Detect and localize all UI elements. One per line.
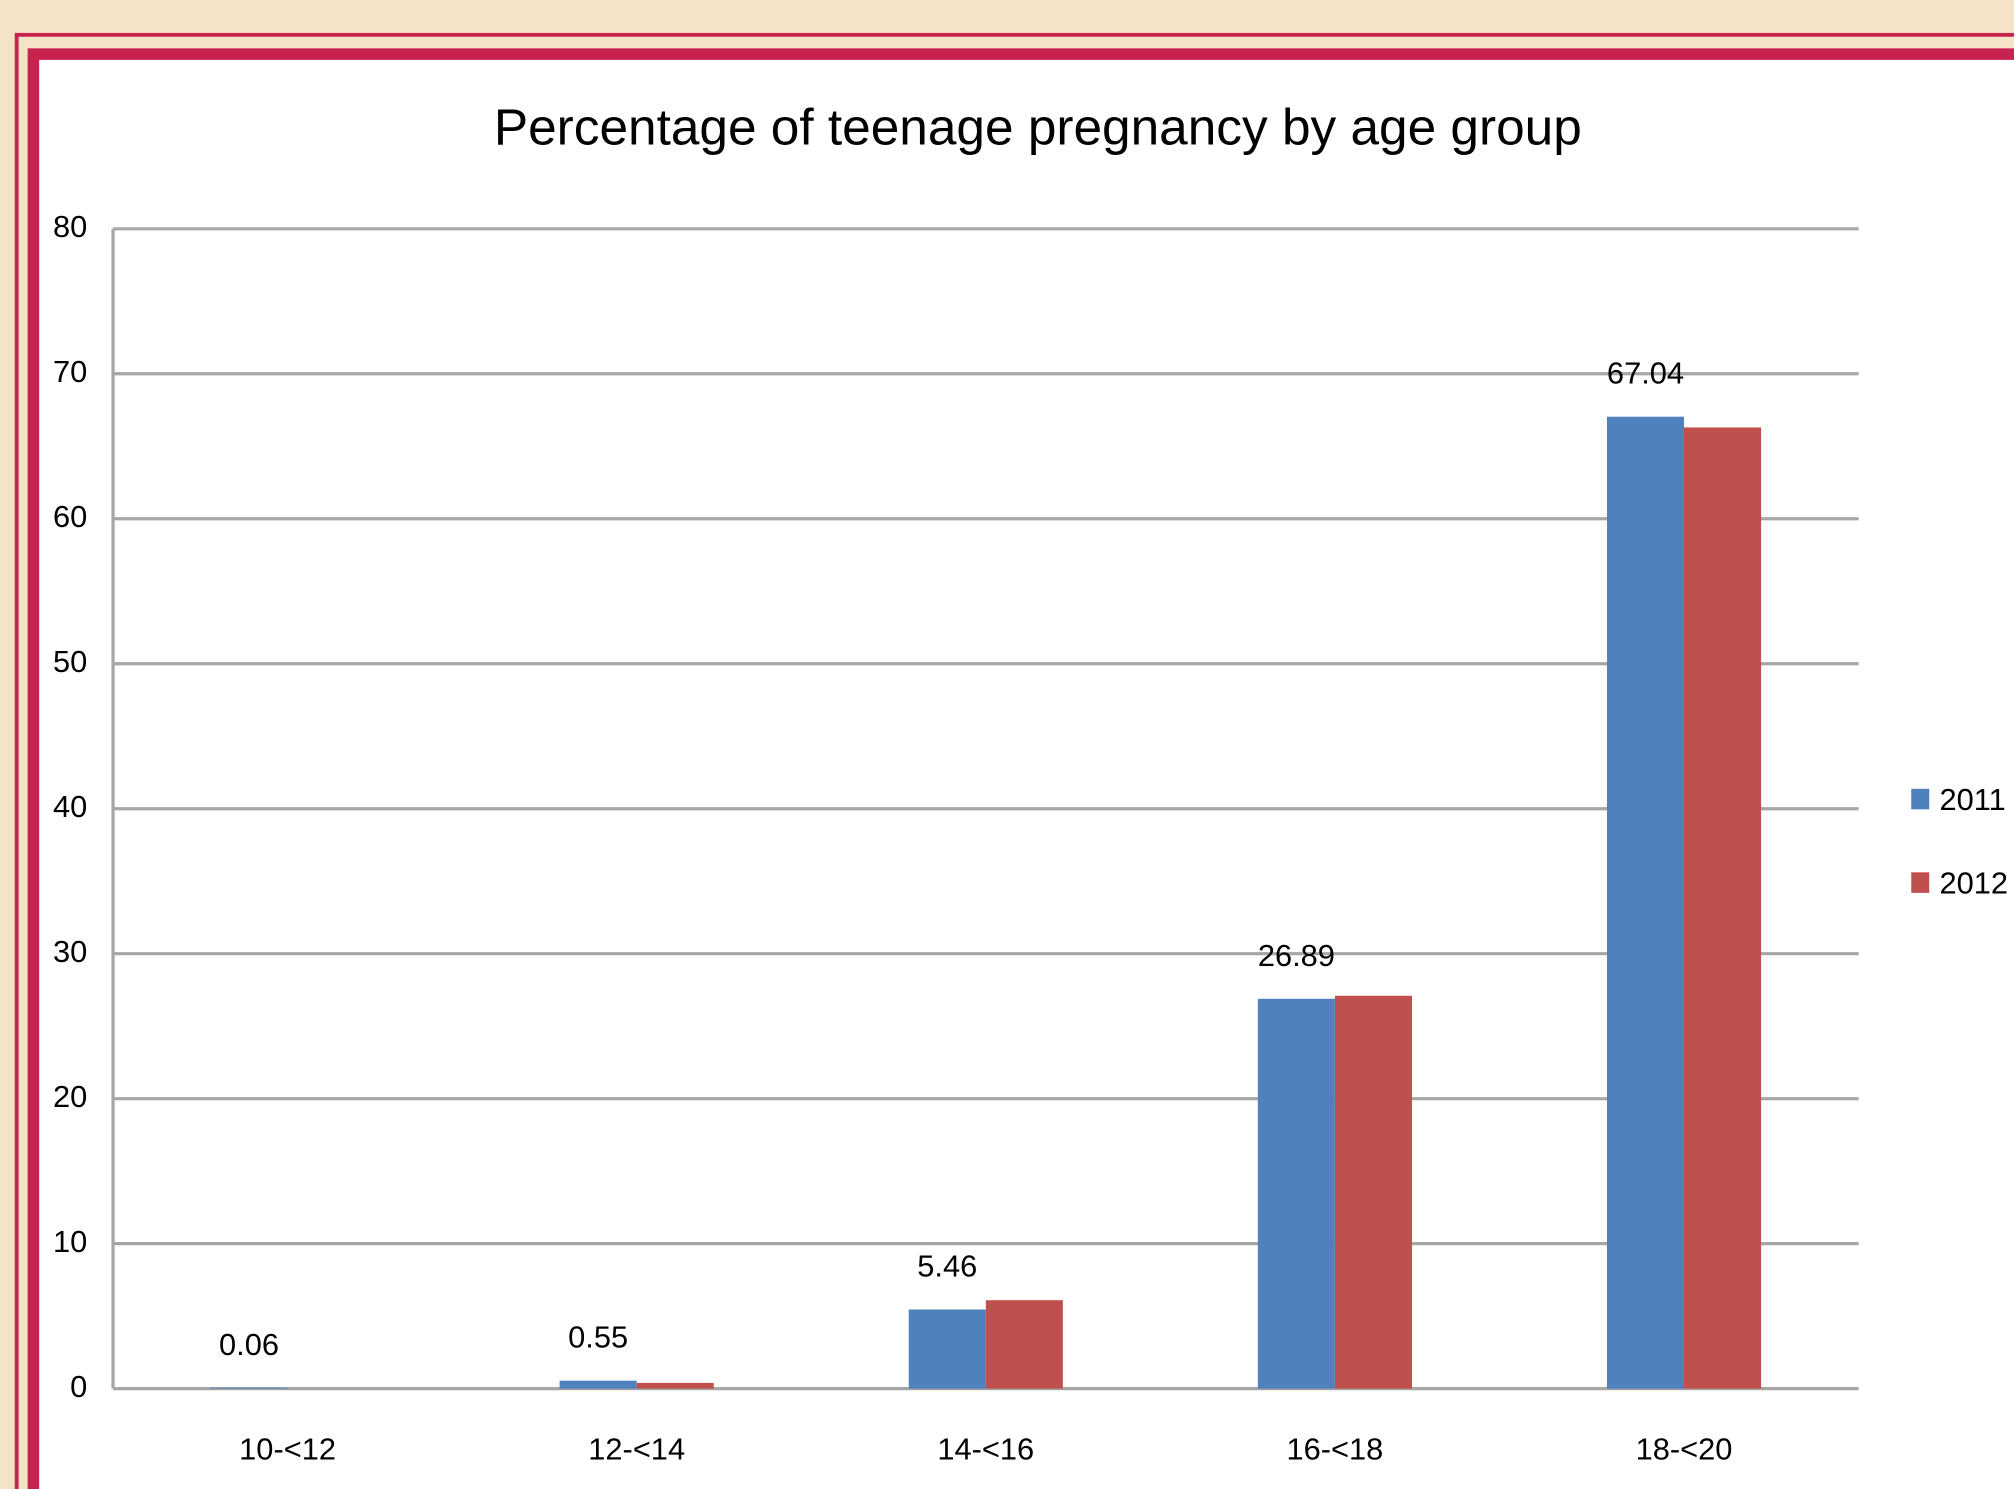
x-tick-label: 14-<16: [937, 1432, 1034, 1467]
y-tick-label: 50: [53, 644, 87, 679]
y-tick-label: 10: [53, 1224, 87, 1259]
y-tick-label: 40: [53, 789, 87, 824]
x-tick-label: 12-<14: [588, 1432, 685, 1467]
data-label: 26.89: [1258, 938, 1335, 973]
legend-swatch: [1911, 788, 1930, 810]
bar: [985, 1300, 1063, 1389]
y-tick-label: 20: [53, 1079, 87, 1114]
x-tick-label: 16-<18: [1287, 1432, 1384, 1467]
x-tick-label: 10-<12: [239, 1432, 336, 1467]
y-tick-label: 60: [53, 499, 87, 534]
data-label: 0.06: [219, 1327, 279, 1362]
bar: [559, 1380, 637, 1389]
bar: [1334, 995, 1412, 1389]
legend-swatch: [1911, 872, 1930, 893]
data-label: 0.55: [568, 1320, 628, 1355]
bar: [1257, 998, 1335, 1389]
bar: [1606, 416, 1685, 1389]
bar: [636, 1382, 714, 1389]
x-tick-label: 18-<20: [1636, 1432, 1733, 1467]
y-tick-label: 70: [53, 354, 87, 389]
bar: [210, 1387, 288, 1389]
legend-label: 2011: [1940, 782, 2006, 817]
data-label: 67.04: [1607, 356, 1684, 391]
chart-title: Percentage of teenage pregnancy by age g…: [494, 98, 1582, 156]
y-tick-label: 0: [70, 1369, 87, 1404]
bar: [1684, 427, 1762, 1389]
bar: [908, 1309, 986, 1389]
outer-border: [14, 32, 2014, 1489]
y-tick-label: 30: [53, 934, 87, 969]
data-label: 5.46: [917, 1249, 977, 1284]
legend-label: 2012: [1940, 865, 2009, 900]
y-tick-label: 80: [53, 209, 87, 244]
